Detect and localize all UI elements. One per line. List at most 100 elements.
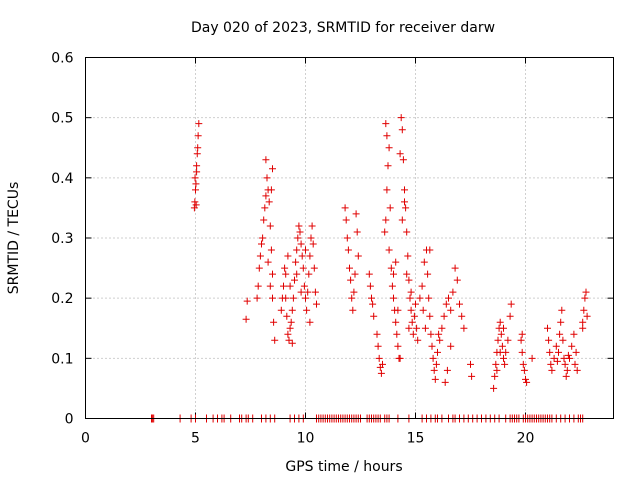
data-point bbox=[579, 324, 587, 332]
data-point bbox=[282, 270, 290, 278]
chart-title: Day 020 of 2023, SRMTID for receiver dar… bbox=[191, 20, 495, 36]
data-point bbox=[265, 198, 273, 206]
data-point bbox=[297, 288, 305, 296]
data-point bbox=[298, 252, 306, 260]
data-point bbox=[441, 378, 449, 386]
data-point bbox=[307, 234, 315, 242]
x-tick-label: 5 bbox=[191, 431, 200, 447]
data-point bbox=[467, 360, 474, 368]
data-point bbox=[544, 324, 551, 332]
data-point bbox=[498, 342, 506, 350]
plot-frame bbox=[85, 57, 614, 419]
data-point bbox=[342, 216, 350, 224]
data-point bbox=[377, 369, 385, 377]
data-point bbox=[195, 120, 203, 128]
data-point bbox=[418, 282, 426, 290]
data-point bbox=[292, 258, 300, 266]
data-point bbox=[308, 222, 316, 230]
data-point bbox=[399, 156, 407, 164]
data-point bbox=[568, 342, 576, 350]
data-point bbox=[281, 264, 289, 272]
data-point bbox=[294, 234, 302, 242]
data-point bbox=[284, 252, 292, 260]
data-point bbox=[447, 306, 455, 314]
data-point bbox=[243, 297, 251, 305]
data-point bbox=[431, 375, 439, 383]
data-point bbox=[582, 288, 590, 296]
data-point bbox=[306, 318, 314, 326]
x-tick-label: 10 bbox=[297, 431, 315, 447]
data-point bbox=[270, 318, 278, 326]
data-point bbox=[310, 264, 318, 272]
data-point bbox=[346, 264, 353, 272]
data-point bbox=[409, 330, 417, 338]
y-tick-label: 0.1 bbox=[51, 351, 73, 367]
data-point bbox=[302, 246, 309, 254]
data-point bbox=[436, 336, 444, 344]
data-point bbox=[413, 324, 421, 332]
data-point bbox=[254, 282, 262, 290]
data-point bbox=[583, 312, 591, 320]
axis-ticks: 0 0.1 0.2 0.3 0.4 0.5 0.6 0 5 10 15 20 bbox=[51, 51, 614, 447]
data-point bbox=[494, 336, 502, 344]
data-point bbox=[302, 294, 309, 302]
data-point bbox=[392, 258, 400, 266]
data-point bbox=[259, 234, 267, 242]
data-point bbox=[552, 342, 560, 350]
x-tick-label: 15 bbox=[407, 431, 425, 447]
data-point bbox=[289, 294, 297, 302]
data-point bbox=[396, 150, 404, 158]
data-point bbox=[438, 324, 446, 332]
data-point bbox=[295, 222, 303, 230]
data-point bbox=[351, 270, 359, 278]
data-point bbox=[369, 300, 377, 308]
data-point bbox=[497, 330, 505, 338]
data-point bbox=[548, 366, 556, 374]
data-point bbox=[191, 198, 199, 206]
data-point bbox=[262, 156, 270, 164]
data-point bbox=[405, 276, 413, 284]
data-point bbox=[344, 246, 352, 254]
data-point bbox=[350, 288, 358, 296]
data-point bbox=[519, 360, 527, 368]
data-point bbox=[426, 312, 434, 320]
data-point bbox=[493, 366, 501, 374]
data-point bbox=[580, 306, 588, 314]
data-point bbox=[425, 294, 433, 302]
data-point bbox=[398, 216, 406, 224]
y-tick-label: 0.5 bbox=[51, 111, 73, 127]
data-point bbox=[407, 306, 415, 314]
data-point bbox=[269, 165, 276, 173]
data-point bbox=[426, 246, 434, 254]
data-point bbox=[566, 354, 573, 362]
data-point bbox=[385, 246, 393, 254]
data-point bbox=[365, 270, 373, 278]
data-point bbox=[253, 294, 261, 302]
data-point bbox=[264, 258, 272, 266]
data-point bbox=[258, 240, 265, 248]
data-point bbox=[523, 378, 531, 386]
data-point bbox=[570, 330, 578, 338]
data-point bbox=[562, 372, 570, 380]
data-point bbox=[393, 330, 401, 338]
data-point bbox=[286, 282, 294, 290]
data-point bbox=[490, 384, 498, 392]
data-point bbox=[306, 252, 314, 260]
data-point bbox=[379, 360, 386, 368]
data-point bbox=[387, 264, 395, 272]
data-point bbox=[373, 330, 381, 338]
data-point bbox=[449, 288, 457, 296]
data-point bbox=[388, 282, 396, 290]
data-point bbox=[545, 336, 553, 344]
data-point bbox=[401, 198, 408, 206]
data-point bbox=[194, 144, 202, 152]
data-point bbox=[260, 216, 268, 224]
data-point bbox=[407, 288, 415, 296]
data-point bbox=[424, 270, 432, 278]
data-point bbox=[496, 318, 504, 326]
data-point bbox=[288, 306, 296, 314]
data-point bbox=[192, 186, 199, 194]
data-point bbox=[368, 294, 375, 302]
data-point bbox=[546, 348, 554, 356]
